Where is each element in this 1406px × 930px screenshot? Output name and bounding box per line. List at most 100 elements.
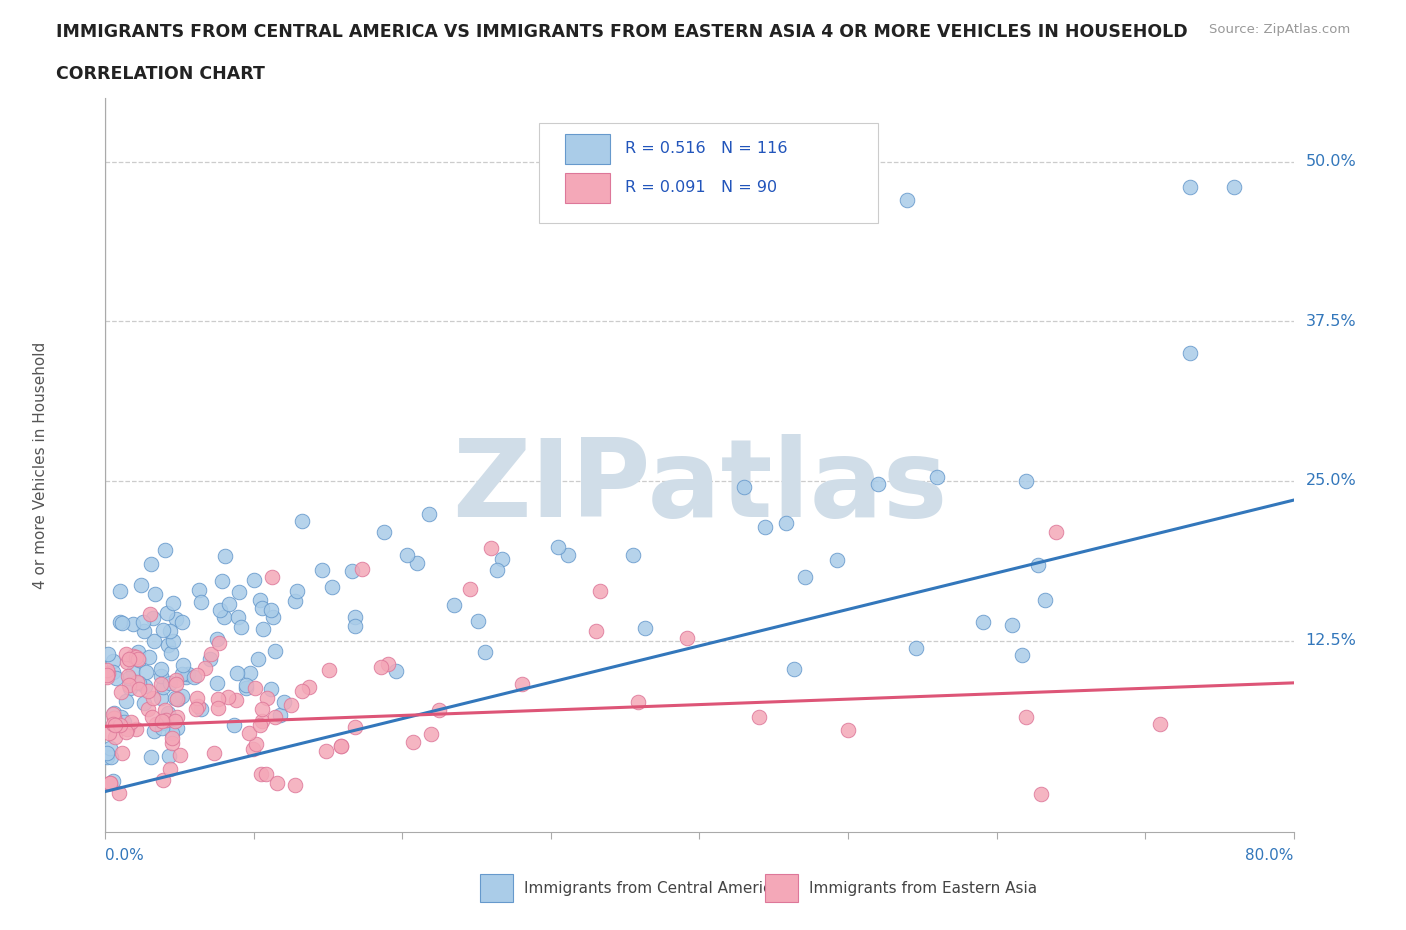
Point: [122, 617, 145, 631]
Point: [245, 737, 267, 751]
Point: [254, 766, 277, 781]
Point: [218, 597, 240, 612]
Point: [132, 624, 155, 639]
Point: [128, 676, 150, 691]
Point: [136, 684, 159, 698]
Point: [111, 616, 134, 631]
Point: [406, 555, 429, 570]
Point: [162, 595, 184, 610]
Point: [1015, 473, 1038, 488]
Point: [183, 670, 205, 684]
Point: [285, 584, 308, 599]
Point: [235, 681, 257, 696]
Point: [101, 665, 124, 680]
Point: [269, 708, 291, 723]
Point: [205, 631, 228, 646]
Text: IMMIGRANTS FROM CENTRAL AMERICA VS IMMIGRANTS FROM EASTERN ASIA 4 OR MORE VEHICL: IMMIGRANTS FROM CENTRAL AMERICA VS IMMIG…: [56, 23, 1188, 41]
Point: [343, 720, 366, 735]
Point: [97, 646, 120, 661]
Point: [157, 749, 180, 764]
Point: [211, 574, 233, 589]
Point: [96, 662, 118, 677]
Point: [238, 725, 260, 740]
Point: [132, 696, 155, 711]
Point: [194, 660, 217, 675]
Point: [128, 653, 150, 668]
Point: [419, 726, 441, 741]
Point: [160, 645, 183, 660]
Point: [129, 578, 152, 592]
Point: [225, 693, 247, 708]
Point: [108, 615, 131, 630]
Point: [927, 470, 949, 485]
Point: [96, 667, 118, 682]
Point: [127, 652, 149, 667]
Point: [160, 730, 183, 745]
Point: [141, 710, 163, 724]
Point: [172, 688, 194, 703]
Point: [266, 776, 288, 790]
Point: [110, 710, 132, 724]
Point: [207, 700, 229, 715]
Point: [104, 671, 127, 685]
Point: [152, 680, 174, 695]
Point: [212, 609, 235, 624]
Point: [100, 750, 122, 764]
Point: [131, 615, 153, 630]
Point: [156, 638, 179, 653]
Point: [340, 564, 363, 578]
Point: [429, 703, 451, 718]
Point: [127, 644, 149, 659]
Point: [160, 736, 183, 751]
Point: [284, 778, 307, 793]
Point: [118, 677, 141, 692]
Point: [103, 711, 125, 725]
Point: [205, 675, 228, 690]
Point: [115, 655, 138, 670]
Point: [166, 692, 188, 707]
Point: [155, 712, 177, 727]
Point: [793, 569, 815, 584]
Text: 80.0%: 80.0%: [1246, 847, 1294, 863]
Point: [264, 710, 287, 724]
Point: [1015, 710, 1038, 724]
Point: [172, 667, 194, 682]
Text: 0.0%: 0.0%: [105, 847, 145, 863]
Point: [350, 562, 373, 577]
Text: R = 0.091   N = 90: R = 0.091 N = 90: [624, 179, 776, 194]
Point: [184, 702, 207, 717]
Point: [280, 698, 302, 712]
Point: [1001, 618, 1024, 632]
Point: [139, 606, 162, 621]
Point: [228, 585, 250, 600]
Point: [298, 679, 321, 694]
Point: [217, 689, 239, 704]
Point: [273, 695, 295, 710]
Point: [101, 774, 124, 789]
Point: [118, 671, 141, 685]
Point: [396, 548, 419, 563]
Point: [163, 690, 186, 705]
Point: [96, 750, 118, 764]
Point: [235, 678, 257, 693]
Point: [896, 193, 918, 207]
Point: [110, 583, 132, 598]
Text: 4 or more Vehicles in Household: 4 or more Vehicles in Household: [32, 341, 48, 589]
Point: [101, 716, 124, 731]
Bar: [765, 874, 799, 902]
Point: [290, 514, 312, 529]
Point: [121, 649, 143, 664]
Point: [243, 680, 266, 695]
Point: [150, 721, 173, 736]
Point: [125, 722, 148, 737]
Point: [585, 624, 607, 639]
Point: [330, 738, 353, 753]
Point: [330, 738, 353, 753]
Text: 25.0%: 25.0%: [1305, 473, 1357, 488]
Point: [1223, 179, 1246, 194]
Point: [260, 603, 283, 618]
Point: [166, 721, 188, 736]
Point: [150, 676, 173, 691]
Point: [135, 665, 157, 680]
Point: [588, 584, 610, 599]
